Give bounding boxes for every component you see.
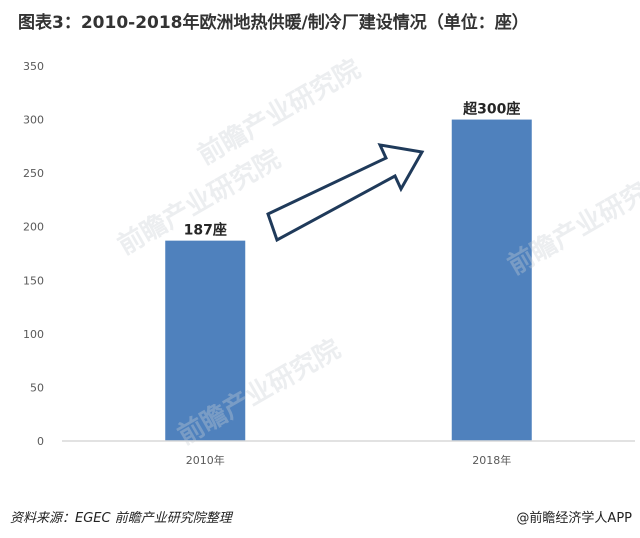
trend-arrow-icon xyxy=(266,143,425,243)
bar xyxy=(165,240,246,441)
app-credit: @前瞻经济学人APP xyxy=(516,511,632,526)
y-tick-label: 300 xyxy=(23,114,44,127)
y-tick-label: 350 xyxy=(23,60,44,73)
x-tick-label: 2018年 xyxy=(472,453,511,467)
y-tick-label: 50 xyxy=(30,381,44,394)
source-note: 资料来源：EGEC 前瞻产业研究院整理 xyxy=(10,511,232,526)
bar xyxy=(451,119,532,442)
chart-title: 图表3：2010-2018年欧洲地热供暖/制冷厂建设情况（单位：座） xyxy=(18,13,529,33)
y-tick-label: 200 xyxy=(23,221,44,234)
data-label: 超300座 xyxy=(462,101,520,118)
y-tick-label: 0 xyxy=(37,435,44,448)
data-labels: 187座 超300座 xyxy=(184,101,521,239)
data-label: 187座 xyxy=(184,222,227,239)
y-axis: 0 50 100 150 200 250 300 350 xyxy=(23,60,44,448)
x-axis: 2010年 2018年 xyxy=(62,440,635,467)
y-tick-label: 250 xyxy=(23,167,44,180)
y-tick-label: 100 xyxy=(23,328,44,341)
y-tick-label: 150 xyxy=(23,274,44,287)
bars xyxy=(165,119,532,442)
x-tick-label: 2010年 xyxy=(186,453,225,467)
